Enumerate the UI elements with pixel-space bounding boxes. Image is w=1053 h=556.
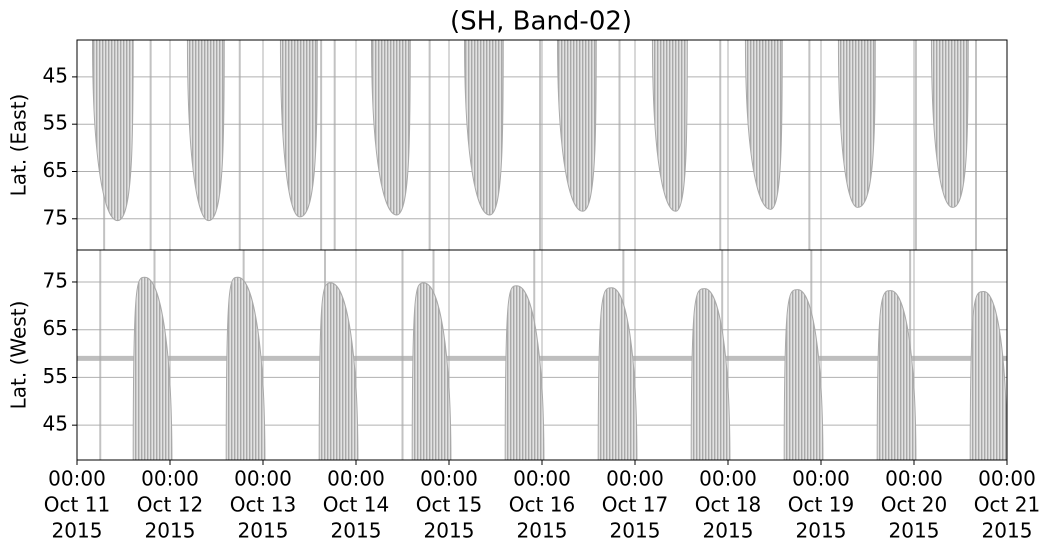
coverage-lobe bbox=[783, 289, 824, 460]
x-tick-label: Oct 19 bbox=[788, 493, 854, 517]
y-tick-label: 75 bbox=[43, 205, 68, 229]
x-tick-label: Oct 12 bbox=[137, 493, 203, 517]
coverage-lobe bbox=[463, 40, 504, 216]
y-tick-label: 55 bbox=[43, 364, 68, 388]
x-tick-label: 2015 bbox=[238, 519, 289, 543]
y-tick-label: 65 bbox=[43, 158, 68, 182]
x-tick-label: 00:00 bbox=[234, 467, 292, 491]
x-tick-label: Oct 13 bbox=[230, 493, 296, 517]
chart-title: (SH, Band-02) bbox=[450, 7, 632, 37]
x-tick-label: 00:00 bbox=[699, 467, 757, 491]
coverage-lobe bbox=[318, 282, 359, 460]
x-tick-label: 00:00 bbox=[885, 467, 943, 491]
x-tick-label: 00:00 bbox=[792, 467, 850, 491]
y-tick-label: 45 bbox=[43, 63, 68, 87]
x-tick-label: Oct 14 bbox=[323, 493, 389, 517]
coverage-lobe bbox=[969, 291, 1007, 460]
plot-area bbox=[77, 40, 1007, 250]
coverage-lobe bbox=[370, 40, 411, 216]
x-tick-label: 00:00 bbox=[141, 467, 199, 491]
x-tick-label: 2015 bbox=[796, 519, 847, 543]
x-tick-label: 2015 bbox=[52, 519, 103, 543]
x-tick-label: 2015 bbox=[145, 519, 196, 543]
x-tick-label: 2015 bbox=[424, 519, 475, 543]
x-tick-label: 2015 bbox=[610, 519, 661, 543]
x-tick-label: 00:00 bbox=[327, 467, 385, 491]
x-tick-label: Oct 11 bbox=[44, 493, 110, 517]
x-tick-label: 2015 bbox=[703, 519, 754, 543]
x-tick-label: 2015 bbox=[331, 519, 382, 543]
coverage-lobe bbox=[132, 276, 173, 460]
coverage-lobe bbox=[744, 40, 783, 210]
coverage-lobe bbox=[556, 40, 597, 212]
coverage-lobe bbox=[91, 40, 134, 222]
y-axis-label: Lat. (West) bbox=[7, 301, 31, 410]
coverage-lobe bbox=[690, 288, 731, 460]
x-tick-label: 00:00 bbox=[420, 467, 478, 491]
x-tick-label: 2015 bbox=[889, 519, 940, 543]
coverage-lobe bbox=[225, 276, 266, 460]
y-tick-label: 65 bbox=[43, 316, 68, 340]
coverage-lobe bbox=[411, 282, 452, 460]
x-tick-label: 00:00 bbox=[513, 467, 571, 491]
x-tick-label: Oct 16 bbox=[509, 493, 575, 517]
plot-area bbox=[77, 250, 1007, 460]
y-tick-label: 75 bbox=[43, 268, 68, 292]
x-tick-label: 00:00 bbox=[606, 467, 664, 491]
coverage-lobe bbox=[876, 290, 917, 460]
x-tick-label: 00:00 bbox=[978, 467, 1036, 491]
x-tick-label: 2015 bbox=[517, 519, 568, 543]
x-tick-label: Oct 17 bbox=[602, 493, 668, 517]
x-tick-label: 2015 bbox=[982, 519, 1033, 543]
coverage-lobe bbox=[837, 40, 876, 208]
x-tick-label: Oct 18 bbox=[695, 493, 761, 517]
x-tick-label: Oct 20 bbox=[881, 493, 947, 517]
coverage-lobe bbox=[651, 40, 688, 212]
coverage-lobe bbox=[597, 287, 638, 460]
y-tick-label: 55 bbox=[43, 111, 68, 135]
y-axis-label: Lat. (East) bbox=[7, 94, 31, 197]
coverage-lobe bbox=[930, 40, 969, 208]
coverage-lobe bbox=[504, 285, 545, 460]
x-tick-label: Oct 15 bbox=[416, 493, 482, 517]
coverage-lobe bbox=[279, 40, 318, 218]
y-tick-label: 45 bbox=[43, 412, 68, 436]
x-tick-label: Oct 21 bbox=[974, 493, 1040, 517]
coverage-lobe bbox=[186, 40, 225, 222]
x-tick-label: 00:00 bbox=[48, 467, 106, 491]
